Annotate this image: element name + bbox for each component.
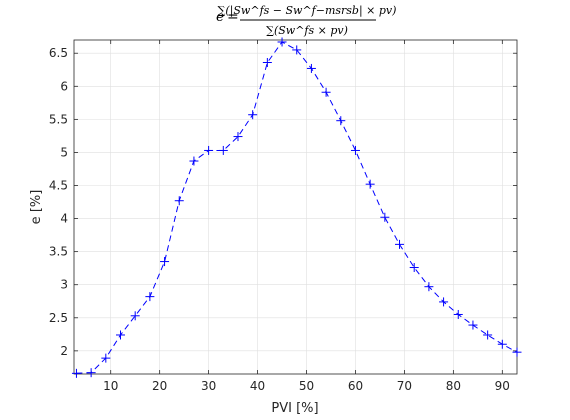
title-numerator: ∑(|Sw^fs − Sw^f−msrsb| × pv) <box>218 4 397 18</box>
data-point-marker <box>233 132 243 142</box>
plot-area <box>74 40 517 374</box>
y-tick-labels: 2 2.5 3 3.5 4 4.5 5 5.5 6 6.5 <box>49 46 68 358</box>
axis-ticks <box>74 40 517 374</box>
y-tick-label: 5.5 <box>49 112 68 126</box>
data-point-marker <box>116 330 126 340</box>
data-point-marker <box>248 110 258 120</box>
x-tick-label: 80 <box>446 379 461 393</box>
data-point-marker <box>497 339 507 349</box>
data-point-marker <box>145 292 155 302</box>
data-point-marker <box>483 330 493 340</box>
title-lhs: e <box>216 9 224 25</box>
data-point-marker <box>395 239 405 249</box>
y-tick-label: 6.5 <box>49 46 68 60</box>
data-point-marker <box>174 196 184 206</box>
y-tick-label: 4 <box>60 212 68 226</box>
y-axis-label: e [%] <box>29 190 44 225</box>
y-tick-label: 2 <box>60 344 68 358</box>
y-tick-label: 2.5 <box>49 311 68 325</box>
data-point-marker <box>189 156 199 166</box>
data-point-marker <box>277 37 287 47</box>
data-point-marker <box>130 311 140 321</box>
data-point-marker <box>71 368 81 378</box>
x-axis-label: PVI [%] <box>271 401 318 416</box>
title-denominator: ∑(Sw^fs × pv) <box>266 24 348 37</box>
x-tick-label: 70 <box>397 379 412 393</box>
data-point-marker <box>262 57 272 67</box>
data-point-marker <box>86 368 96 378</box>
y-tick-label: 4.5 <box>49 179 68 193</box>
data-point-marker <box>468 320 478 330</box>
x-tick-labels: 10 20 30 40 50 60 70 80 90 <box>103 379 510 393</box>
data-point-marker <box>380 212 390 222</box>
x-tick-label: 20 <box>152 379 167 393</box>
x-tick-label: 10 <box>103 379 118 393</box>
title-equals: = <box>227 9 239 25</box>
y-tick-label: 3 <box>60 278 68 292</box>
grid <box>74 40 517 374</box>
data-point-marker <box>439 297 449 307</box>
series-group <box>71 37 522 378</box>
data-point-marker <box>101 353 111 363</box>
x-tick-label: 50 <box>299 379 314 393</box>
data-point-marker <box>160 257 170 267</box>
y-tick-label: 3.5 <box>49 245 68 259</box>
axes-box <box>73 39 518 375</box>
data-point-marker <box>453 309 463 319</box>
data-point-marker <box>321 87 331 97</box>
x-tick-label: 30 <box>201 379 216 393</box>
x-tick-label: 40 <box>250 379 265 393</box>
data-point-marker <box>306 63 316 73</box>
data-point-marker <box>365 179 375 189</box>
y-tick-label: 5 <box>60 145 68 159</box>
data-point-marker <box>336 116 346 126</box>
data-point-marker <box>424 282 434 292</box>
data-point-marker <box>409 263 419 273</box>
data-point-marker <box>218 145 228 155</box>
y-tick-label: 6 <box>60 79 68 93</box>
data-point-marker <box>350 145 360 155</box>
data-point-marker <box>512 347 522 357</box>
data-point-marker <box>204 145 214 155</box>
data-point-marker <box>292 45 302 55</box>
x-tick-label: 60 <box>348 379 363 393</box>
chart-title: e = ∑(|Sw^fs − Sw^f−msrsb| × pv) ∑(Sw^fs… <box>216 4 396 37</box>
x-tick-label: 90 <box>495 379 510 393</box>
